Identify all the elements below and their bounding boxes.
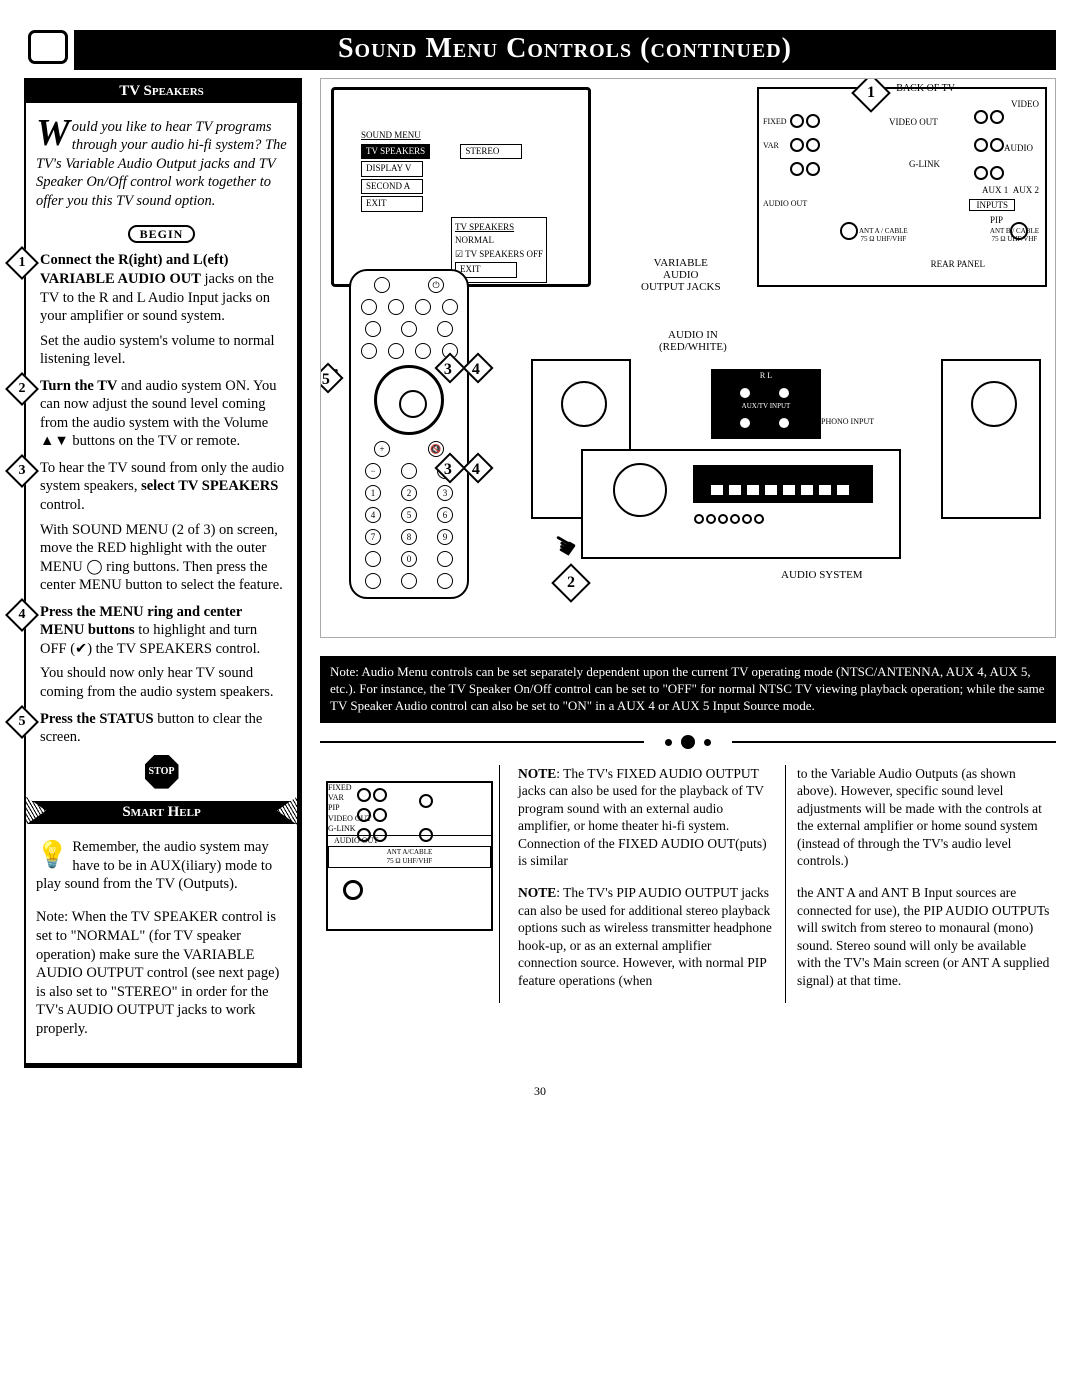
stop-badge: STOP [36, 755, 287, 789]
ornamental-divider [320, 733, 1056, 751]
step-number-icon: 3 [5, 454, 39, 488]
step-number-icon: 2 [5, 372, 39, 406]
smarthelp-p2: Note: When the TV SPEAKER control is set… [36, 908, 287, 1038]
smarthelp-title: Smart Help [26, 801, 297, 824]
intro-text: W ould you like to hear TV programs thro… [36, 118, 287, 211]
mini-back-panel: FIXED VAR PIP VIDEO OUT G-LINK AUDIO OUT… [320, 765, 500, 1004]
audio-menu-note: Note: Audio Menu controls can be set sep… [320, 656, 1056, 723]
page-title: Sound Menu Controls (continued) [74, 30, 1056, 70]
note-fixed-output: NOTE: The TV's FIXED AUDIO OUTPUT jacks … [514, 765, 777, 870]
step-number-icon: 4 [5, 598, 39, 632]
speaker-right [941, 359, 1041, 519]
sidebar-title: TV Speakers [26, 80, 297, 103]
step-number-icon: 1 [5, 246, 39, 280]
lightbulb-icon: 💡 [36, 838, 68, 871]
page-number: 30 [24, 1084, 1056, 1099]
label-audio-in: AUDIO IN (RED/WHITE) [659, 329, 727, 353]
tv-back-panel: VIDEO VIDEO OUT AUDIO G-LINK AUX 1 AUX 2… [757, 87, 1047, 287]
amp-rear-jacks: R L AUX/TV INPUT [711, 369, 821, 439]
audio-amplifier [581, 449, 901, 559]
step-number-icon: 5 [5, 705, 39, 739]
tag-2: 2 [551, 563, 591, 603]
onscreen-menu: SOUND MENU TV SPEAKERS STEREO DISPLAY V … [361, 129, 547, 283]
note-pip-output-cont: the ANT A and ANT B Input sources are co… [793, 884, 1056, 989]
connection-diagram: SOUND MENU TV SPEAKERS STEREO DISPLAY V … [320, 78, 1056, 638]
note-pip-output: NOTE: The TV's PIP AUDIO OUTPUT jacks ca… [514, 884, 777, 989]
lower-section: FIXED VAR PIP VIDEO OUT G-LINK AUDIO OUT… [320, 765, 1056, 1004]
remote-control: ⏻ +🔇 −− 123 456 789 0 [349, 269, 469, 599]
smarthelp-p1: 💡 Remember, the audio system may have to… [36, 838, 287, 894]
step-3: 3 To hear the TV sound from only the aud… [36, 459, 287, 595]
begin-badge: BEGIN [36, 225, 287, 244]
hand-icon: ☚ [544, 525, 583, 567]
label-var-audio-out: VARIABLE AUDIO OUTPUT JACKS [641, 257, 721, 293]
tv-icon [28, 30, 68, 64]
menu-ring-icon [374, 365, 444, 435]
step-1: 1 Connect the R(ight) and L(eft) VARIABL… [36, 251, 287, 368]
label-audio-system: AUDIO SYSTEM [781, 569, 863, 581]
step-2: 2 Turn the TV and audio system ON. You c… [36, 377, 287, 451]
dropcap: W [36, 118, 72, 148]
note-fixed-output-cont: to the Variable Audio Outputs (as shown … [793, 765, 1056, 870]
step-5: 5 Press the STATUS button to clear the s… [36, 710, 287, 747]
step-4: 4 Press the MENU ring and center MENU bu… [36, 603, 287, 702]
sidebar: TV Speakers W ould you like to hear TV p… [24, 78, 302, 1068]
